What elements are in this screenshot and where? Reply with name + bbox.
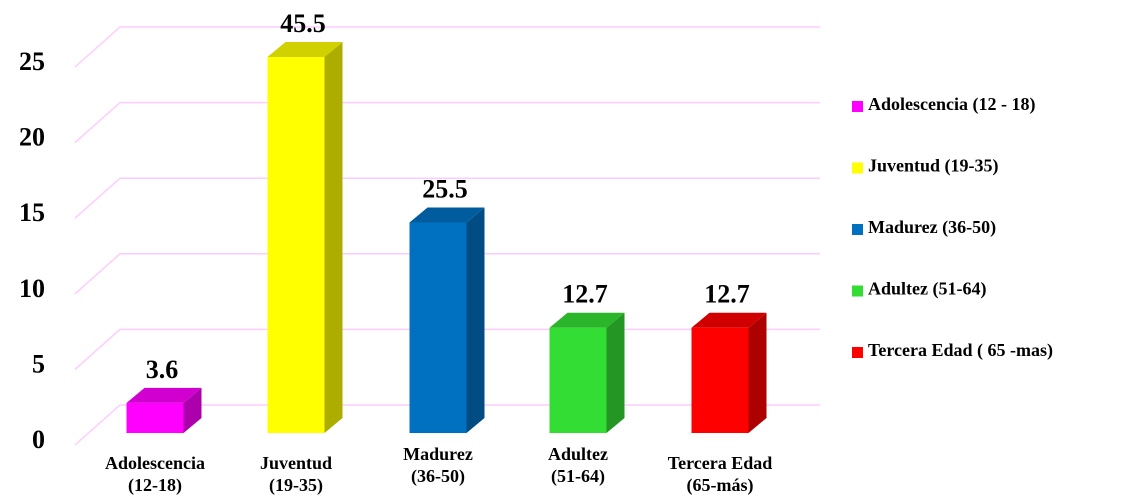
grid-line (74, 177, 820, 219)
value-label: 25.5 (422, 174, 468, 203)
bar-side (324, 42, 343, 433)
y-tick-label: 20 (19, 123, 45, 152)
y-tick-label: 25 (19, 47, 45, 76)
bar-top (409, 207, 485, 223)
value-label: 3.6 (146, 355, 179, 384)
value-label: 45.5 (280, 9, 326, 38)
grid-line (74, 26, 820, 68)
legend-swatch (852, 101, 863, 112)
grid-line (74, 253, 820, 295)
x-tick-label: Adultez (51-64) (548, 444, 608, 486)
bar-top (126, 387, 202, 403)
bar-side (466, 207, 485, 433)
value-label: 12.7 (562, 280, 608, 309)
bar (409, 222, 467, 433)
legend-swatch (852, 224, 863, 235)
x-tick-label: Madurez (36-50) (403, 444, 473, 486)
legend-label: Adolescencia (12 - 18) (868, 94, 1035, 115)
bar-side (606, 312, 625, 433)
bar (691, 327, 749, 433)
bar-top (691, 312, 767, 328)
x-tick-label: Tercera Edad (65-más) (667, 453, 773, 495)
bar (549, 327, 607, 433)
bar-side (183, 387, 202, 433)
legend-label: Madurez (36-50) (868, 217, 996, 238)
bar-top (267, 42, 343, 57)
x-tick-label: Juventud (19-35) (259, 453, 333, 495)
legend-swatch (852, 162, 863, 174)
bar-side (748, 312, 767, 433)
value-label: 12.7 (704, 280, 750, 309)
legend-swatch (852, 285, 863, 297)
y-tick-label: 0 (32, 425, 45, 454)
legend-label: Juventud (19-35) (868, 156, 999, 177)
bar (126, 402, 184, 433)
y-tick-label: 15 (19, 198, 45, 227)
y-tick-label: 5 (32, 349, 45, 378)
legend-swatch (852, 347, 863, 358)
y-tick-label: 10 (19, 274, 45, 303)
legend-label: Tercera Edad ( 65 -mas) (868, 340, 1053, 361)
legend-label: Adultez (51-64) (868, 279, 986, 300)
bar-top (549, 312, 625, 328)
bar (267, 57, 325, 433)
grid-line (74, 101, 820, 144)
x-tick-label: Adolescencia (12-18) (105, 453, 205, 495)
